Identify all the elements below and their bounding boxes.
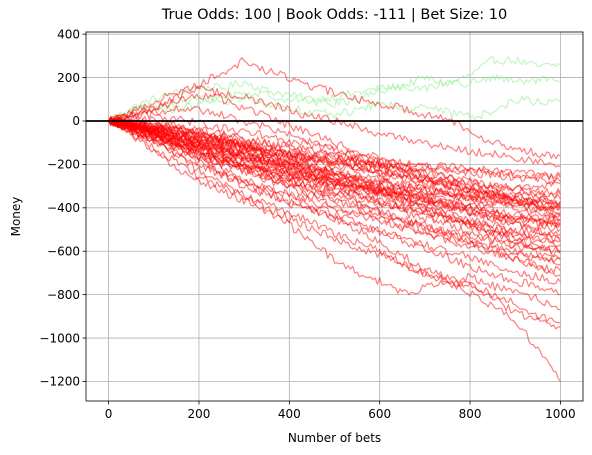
x-tick-label: 0 [105, 407, 113, 421]
losing-series-line [108, 120, 561, 274]
y-tick-label: −200 [47, 158, 80, 172]
y-tick-label: −600 [47, 244, 80, 258]
winning-series-line [108, 73, 561, 122]
x-tick-label: 600 [368, 407, 391, 421]
losing-series-line [108, 118, 561, 257]
losing-series-line [108, 118, 561, 285]
x-axis-label: Number of bets [288, 431, 381, 445]
y-tick-label: 200 [57, 71, 80, 85]
losing-series-line [108, 118, 561, 192]
y-tick-label: −400 [47, 201, 80, 215]
y-tick-label: 400 [57, 27, 80, 41]
losing-series-line [108, 85, 561, 168]
winning-series-line [108, 55, 561, 122]
y-tick-label: −1000 [39, 331, 80, 345]
y-axis-label: Money [9, 197, 23, 237]
x-tick-label: 1000 [545, 407, 576, 421]
losing-series-line [108, 117, 561, 226]
losing-series-line [108, 115, 561, 228]
losing-series-line [108, 120, 561, 263]
losing-series-line [108, 57, 561, 160]
y-tick-label: 0 [72, 114, 80, 128]
losing-series-line [108, 120, 561, 324]
losing-series-line [108, 118, 561, 252]
y-axis-ticks: −1200 −1000 −800 −600 −400 −200 0 200 400 [39, 27, 86, 389]
x-tick-label: 800 [459, 407, 482, 421]
losing-series-line [108, 119, 561, 206]
y-tick-label: −1200 [39, 375, 80, 389]
x-tick-label: 400 [278, 407, 301, 421]
x-axis-ticks: 0 200 400 600 800 1000 [105, 401, 576, 421]
series-group [108, 55, 561, 382]
losing-series-line [108, 120, 561, 218]
plot-frame [85, 31, 584, 402]
losing-series-line [108, 110, 561, 179]
losing-series-line [108, 120, 561, 311]
chart-title: True Odds: 100 | Book Odds: -111 | Bet S… [161, 7, 508, 23]
losing-series-line [108, 118, 561, 181]
x-tick-label: 200 [188, 407, 211, 421]
y-tick-label: −800 [47, 288, 80, 302]
